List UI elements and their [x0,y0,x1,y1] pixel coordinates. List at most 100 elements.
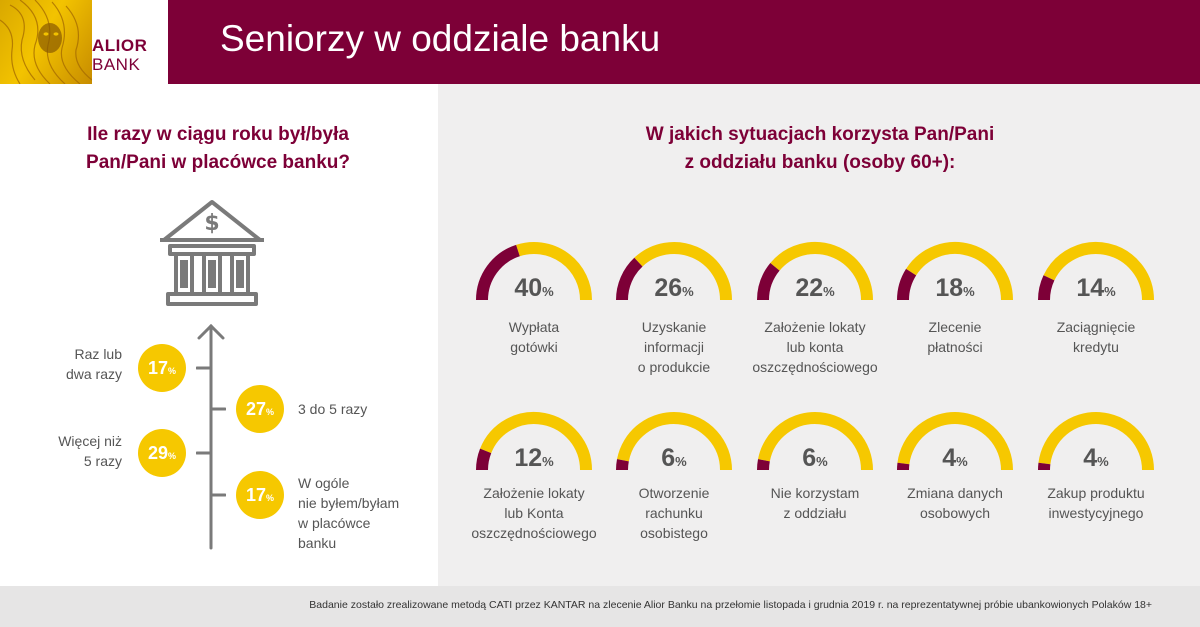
gauge-value-number: 40 [514,274,543,302]
header-bar: ALIOR BANK Seniorzy w oddziale banku [0,0,1200,84]
alior-bank-logo[interactable]: ALIOR BANK [0,0,168,84]
percent-sign: % [168,451,177,461]
gauge-label-line: kredytu [1073,339,1119,355]
gauge-value-arc [757,263,780,301]
frequency-value: 17 [147,357,168,378]
logo-text-bank: BANK [92,55,141,74]
gauge-label: Zaciągnięcie kredytu [1021,317,1171,357]
percent-sign: % [168,366,177,376]
gauge-value: 4% [1036,444,1156,473]
frequency-label: Raz lub dwa razy [44,344,122,384]
percent-sign: % [542,284,554,299]
gauge-value-arc [476,448,492,471]
frequency-badge: 17% [236,471,284,519]
gauge-label-line: Wypłata [508,319,560,335]
gauge-label-line: Uzyskanie [641,319,707,335]
gauge-label-line: oszczędnościowego [471,525,597,541]
gauge-value-arc [616,459,629,471]
gauge-value-number: 4 [942,444,957,472]
left-question-line: Ile razy w ciągu roku był/była [87,124,349,145]
gauge-value: 26% [614,274,734,303]
gauge-label-line: osobowych [919,505,991,521]
frequency-badge: 17% [138,344,186,392]
gauge-label-line: gotówki [510,339,558,355]
percent-sign: % [675,454,687,469]
gauge-label-line: inwestycyjnego [1048,505,1144,521]
gauge-value-arc [757,459,770,471]
frequency-label: W ogóle nie byłem/byłam w placówce banku [298,473,399,553]
frequency-badge: 27% [236,385,284,433]
percent-sign: % [542,454,554,469]
gauge-label-line: z oddziału [783,505,847,521]
gauge-label-line: informacji [644,339,704,355]
percent-sign: % [1097,454,1109,469]
percent-sign: % [956,454,968,469]
page-title: Seniorzy w oddziale banku [220,18,661,59]
right-question: W jakich sytuacjach korzysta Pan/Pani z … [560,121,1080,177]
gauge-value: 6% [755,444,875,473]
frequency-value: 17 [245,484,266,505]
gauge-remainder-arc [617,412,732,471]
percent-sign: % [1104,284,1116,299]
gauge-label-line: Zmiana danych [907,485,1003,501]
gauge-label-line: lub konta [786,339,844,355]
gauge-label: Wypłata gotówki [459,317,609,357]
gauge-value: 14% [1036,274,1156,303]
frequency-label: 3 do 5 razy [298,399,367,419]
gauge-label: Nie korzystam z oddziału [740,483,890,523]
percent-sign: % [823,284,835,299]
gauge-remainder-arc [906,242,1013,301]
gauge-label-line: oszczędnościowego [752,359,878,375]
gauge-remainder-arc [634,242,732,301]
gauge-value: 6% [614,444,734,473]
gauge-value-number: 6 [661,444,676,472]
gauge-value-number: 18 [935,274,964,302]
gauge-value: 40% [474,274,594,303]
gauge-label-line: Zakup produktu [1047,485,1145,501]
gauge-remainder-arc [1043,242,1154,301]
percent-sign: % [266,407,275,417]
bank-dollar-icon: $ [156,196,268,317]
gauge-label-line: Nie korzystam [770,485,860,501]
gauge-value: 4% [895,444,1015,473]
gauge-label: Uzyskanie informacji o produkcie [599,317,749,377]
gauge-remainder-arc [1038,412,1154,471]
left-question-line: Pan/Pani w placówce banku? [86,152,350,173]
gauge-label: Otworzenie rachunku osobistego [599,483,749,543]
gauge-label: Zlecenie płatności [880,317,1030,357]
gauge-remainder-arc [516,242,592,301]
gauge-value-number: 22 [795,274,824,302]
timeline-arrow [195,322,227,557]
gauge-label-line: Założenie lokaty [483,485,585,501]
frequency-value: 29 [147,442,168,463]
right-panel [438,84,1200,586]
frequency-label-line: W ogóle [298,475,350,491]
gauge-label-line: rachunku [645,505,703,521]
gauge-value: 12% [474,444,594,473]
frequency-label-line: 3 do 5 razy [298,401,368,417]
gauge-label-line: lub Konta [504,505,564,521]
gauge-label-line: Otworzenie [638,485,710,501]
gauge-label-line: Zlecenie [928,319,982,335]
percent-sign: % [682,284,694,299]
frequency-label-line: banku [298,535,337,551]
gauge-value-number: 6 [802,444,817,472]
frequency-value: 27 [245,398,266,419]
gauge-value: 22% [755,274,875,303]
lion-head-logo-icon [0,0,92,84]
gauge-value-arc [1038,275,1055,301]
gauge-label: Założenie lokaty lub konta oszczędnościowe… [740,317,890,377]
svg-text:$: $ [204,211,219,236]
percent-sign: % [816,454,828,469]
frequency-badge: 29% [138,429,186,477]
gauge-label: Założenie lokaty lub Konta oszczędnościowe… [459,483,609,543]
left-question: Ile razy w ciągu roku był/była Pan/Pani … [20,121,416,177]
gauge-label-line: osobistego [640,525,708,541]
gauge-value-number: 12 [514,444,543,472]
gauge-value-number: 26 [654,274,683,302]
gauge-remainder-arc [480,412,592,471]
gauge-label-line: o produkcie [637,359,711,375]
footer-note: Badanie zostało zrealizowane metodą CATI… [309,599,1152,611]
frequency-label-line: dwa razy [65,366,122,382]
